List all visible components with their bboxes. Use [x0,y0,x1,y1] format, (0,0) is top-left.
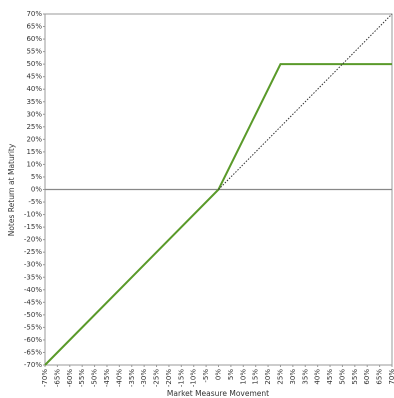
y-tick-label: 45% [26,73,42,81]
x-tick-label: -70% [41,369,49,387]
y-tick-label: 15% [26,148,42,156]
x-tick-label: -5% [202,369,210,383]
y-tick-label: 35% [26,98,42,106]
x-tick-label: 40% [314,369,322,385]
y-tick-label: -30% [24,261,42,269]
x-tick-label: 15% [252,369,260,385]
x-tick-label: 10% [239,369,247,385]
x-tick-label: 35% [301,369,309,385]
y-tick-label: -15% [24,223,42,231]
x-tick-label: -35% [128,369,136,387]
y-tick-label: 40% [26,85,42,93]
x-tick-label: -25% [153,369,161,387]
y-tick-label: 55% [26,48,42,56]
x-tick-label: 5% [227,369,235,380]
x-tick-label: -10% [190,369,198,387]
y-tick-label: 25% [26,123,42,131]
y-tick-label: 5% [31,173,42,181]
y-tick-label: 0% [31,186,42,194]
x-tick-label: -40% [115,369,123,387]
x-tick-label: 65% [376,369,384,385]
y-tick-label: 60% [26,35,42,43]
y-tick-label: -60% [24,336,42,344]
x-tick-label: -30% [140,369,148,387]
y-axis-title: Notes Return at Maturity [7,143,16,236]
x-tick-label: 60% [363,369,371,385]
y-tick-label: -35% [24,273,42,281]
y-tick-label: -5% [28,198,42,206]
y-tick-label: -10% [24,211,42,219]
y-tick-label: -55% [24,323,42,331]
x-tick-label: -50% [91,369,99,387]
x-tick-label: 55% [351,369,359,385]
x-axis-title: Market Measure Movement [167,389,269,398]
y-tick-label: -70% [24,361,42,369]
x-tick-label: 25% [276,369,284,385]
y-tick-label: 50% [26,60,42,68]
x-tick-label: 45% [326,369,334,385]
x-tick-label: -60% [66,369,74,387]
y-tick-label: 10% [26,160,42,168]
x-tick-label: -45% [103,369,111,387]
y-tick-label: -25% [24,248,42,256]
x-tick-label: -55% [78,369,86,387]
x-tick-label: -65% [53,369,61,387]
series-line [44,63,392,366]
y-tick-label: -40% [24,286,42,294]
y-tick-label: 65% [26,23,42,31]
series-line [218,13,393,190]
x-tick-label: 70% [388,369,394,385]
x-tick-label: 20% [264,369,272,385]
y-tick-label: 30% [26,110,42,118]
y-tick-label: 20% [26,135,42,143]
x-tick-label: 50% [338,369,346,385]
x-tick-label: 0% [215,369,223,380]
x-tick-label: -20% [165,369,173,387]
y-tick-label: -50% [24,311,42,319]
x-tick-label: 30% [289,369,297,385]
y-tick-label: -20% [24,236,42,244]
y-tick-label: -45% [24,298,42,306]
y-tick-label: 70% [26,10,42,18]
x-tick-label: -15% [177,369,185,387]
y-tick-label: -65% [24,348,42,356]
